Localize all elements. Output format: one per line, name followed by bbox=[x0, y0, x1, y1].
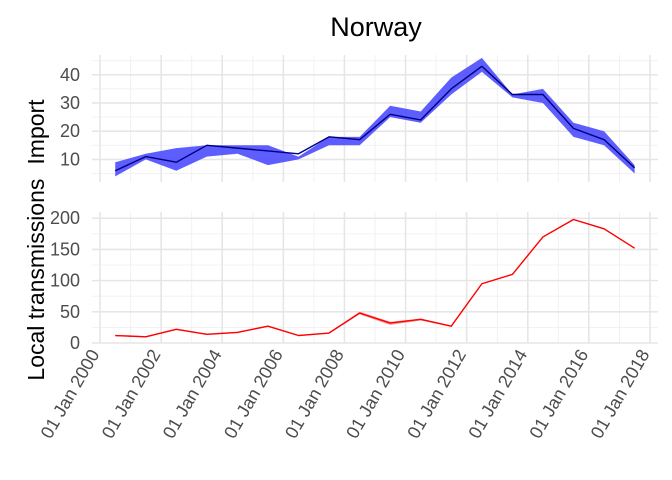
panel-local-transmissions: 0 50 100 150 200 bbox=[50, 208, 658, 353]
y-tick-label: 150 bbox=[50, 239, 80, 259]
x-tick-label: 01 Jan 2002 bbox=[98, 346, 165, 442]
y-tick-label: 0 bbox=[70, 333, 80, 353]
x-tick-label: 01 Jan 2010 bbox=[342, 346, 409, 442]
y-tick-label: 200 bbox=[50, 208, 80, 228]
y-tick-label: 100 bbox=[50, 271, 80, 291]
y-axis-label-import: Import bbox=[23, 99, 49, 165]
x-tick-label: 01 Jan 2018 bbox=[587, 346, 654, 442]
y-tick-label: 40 bbox=[60, 65, 80, 85]
y-tick-label: 30 bbox=[60, 93, 80, 113]
series-line-import bbox=[114, 65, 636, 172]
chart-title: Norway bbox=[330, 12, 422, 42]
x-tick-label: 01 Jan 2004 bbox=[159, 346, 226, 442]
series-line-local-transmissions bbox=[115, 218, 635, 338]
y-tick-label: 10 bbox=[60, 149, 80, 169]
x-tick-label: 01 Jan 2008 bbox=[281, 346, 348, 442]
y-tick-label: 50 bbox=[60, 302, 80, 322]
y-tick-label: 20 bbox=[60, 121, 80, 141]
x-tick-label: 01 Jan 2016 bbox=[525, 346, 592, 442]
x-tick-label: 01 Jan 2014 bbox=[464, 346, 531, 442]
panel-import: 10 20 30 40 bbox=[60, 55, 658, 182]
panels: 10 20 30 40 0 50 100 150 200 bbox=[50, 55, 658, 353]
x-tick-label: 01 Jan 2012 bbox=[403, 346, 470, 442]
y-axis-label: Local transmissions Import bbox=[23, 99, 49, 381]
y-axis-label-local: Local transmissions bbox=[23, 179, 49, 381]
x-tick-label: 01 Jan 2006 bbox=[220, 346, 287, 442]
